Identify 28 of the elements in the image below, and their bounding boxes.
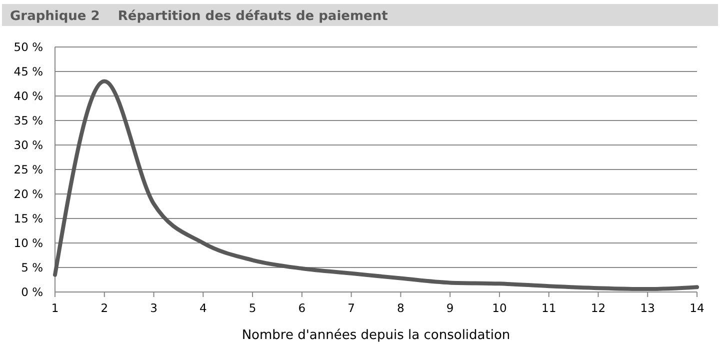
y-tick-label: 40 %: [14, 89, 44, 103]
x-tick-label: 14: [690, 301, 704, 315]
x-tick-label: 4: [199, 301, 207, 315]
x-tick-label: 11: [542, 301, 556, 315]
y-tick-label: 5 %: [21, 260, 44, 274]
x-tick-label: 9: [446, 301, 454, 315]
x-tick-label: 3: [150, 301, 158, 315]
x-tick-label: 12: [590, 301, 606, 315]
y-tick-label: 25 %: [14, 162, 44, 176]
y-tick-label: 45 %: [14, 64, 44, 78]
x-axis-title: Nombre d'années depuis la consolidation: [242, 328, 510, 343]
x-tick-label: 10: [492, 301, 507, 315]
x-tick-label: 13: [640, 301, 655, 315]
x-tick-label: 7: [348, 301, 355, 315]
line-series: [53, 79, 699, 292]
x-tick-label: 2: [100, 301, 108, 315]
x-tick-label: 8: [397, 301, 404, 315]
y-tick-label: 20 %: [14, 187, 44, 201]
y-tick-label: 10 %: [14, 236, 44, 250]
y-tick-label: 35 %: [14, 114, 44, 128]
x-tick-label: 1: [51, 301, 59, 315]
y-tick-label: 50 %: [14, 40, 44, 54]
y-tick-label: 30 %: [14, 138, 44, 152]
x-tick-label: 5: [248, 301, 256, 315]
y-tick-label: 0 %: [21, 285, 44, 299]
x-tick-label: 6: [298, 301, 306, 315]
chart-title: Graphique 2 Répartition des défauts de paiement: [10, 9, 388, 24]
y-tick-label: 15 %: [14, 212, 44, 226]
